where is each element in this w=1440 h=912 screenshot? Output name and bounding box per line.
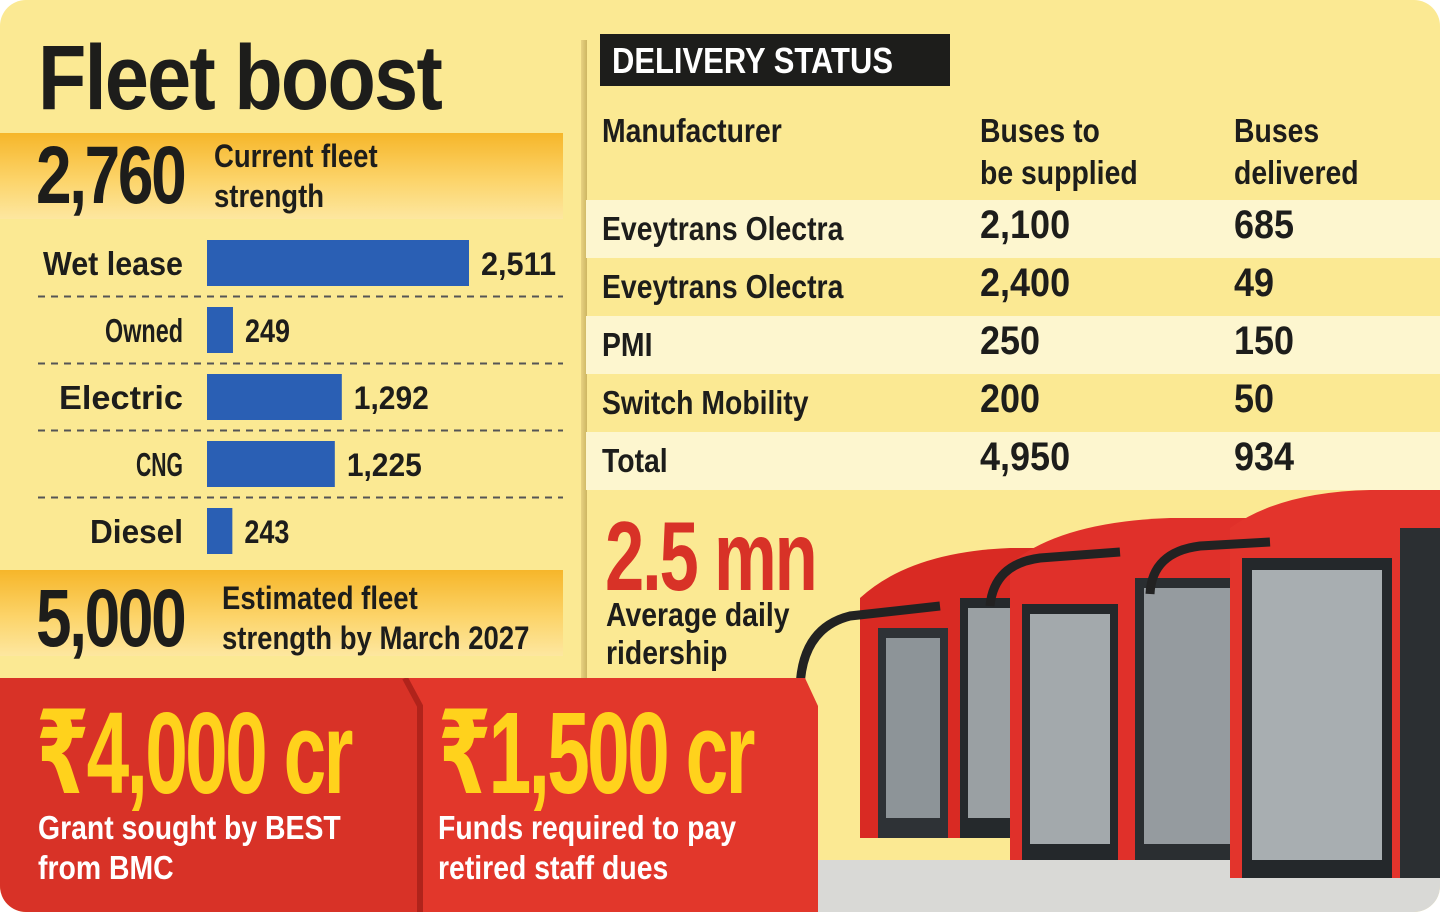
row-delivered: 49 xyxy=(1234,261,1275,305)
grant-panel-divider xyxy=(402,678,423,912)
ridership-value: 2.5 mn xyxy=(605,501,818,611)
grant-sought-label-line1: Grant sought by BEST xyxy=(38,809,341,846)
row-delivered: 50 xyxy=(1234,377,1275,421)
column-header-supplied: Buses to be supplied xyxy=(980,110,1138,194)
row-delivered: 934 xyxy=(1234,435,1295,479)
ridership-label-line1: Average daily xyxy=(606,596,790,633)
bar xyxy=(207,240,469,286)
current-fleet-band xyxy=(0,133,563,219)
bus-front xyxy=(1230,490,1440,878)
current-fleet-label-line2: strength xyxy=(214,178,325,214)
delivery-status-title: DELIVERY STATUS xyxy=(612,40,893,81)
retired-dues-label-line2: retired staff dues xyxy=(438,849,669,886)
grant-sought-label: Grant sought by BEST from BMC xyxy=(38,808,341,888)
grant-panel-right xyxy=(405,678,818,912)
estimated-fleet-label-line1: Estimated fleet xyxy=(222,580,418,616)
infographic-title: Fleet boost xyxy=(38,27,443,129)
fleet-composition-chart: Wet lease 2,511 Owned 249 Electric 1,292 CNG 1,… xyxy=(38,240,563,554)
buses-illustration xyxy=(790,490,1440,912)
table-row: Eveytrans Olectra 2,400 49 xyxy=(586,258,1440,316)
mirror-arm xyxy=(1145,537,1271,595)
column-header-delivered-line1: Buses xyxy=(1234,112,1320,149)
table-row: Switch Mobility 200 50 xyxy=(586,374,1440,432)
bar xyxy=(207,441,335,487)
column-header-supplied-line2: be supplied xyxy=(980,154,1138,191)
bar xyxy=(207,307,233,353)
row-manufacturer: Eveytrans Olectra xyxy=(602,210,844,247)
grant-panel-left xyxy=(0,678,420,912)
bar-category-label: Diesel xyxy=(90,513,183,550)
ridership-label-line2: ridership xyxy=(606,634,728,671)
bar xyxy=(207,508,233,554)
retired-dues-label: Funds required to pay retired staff dues xyxy=(438,808,736,888)
delivery-status-header: DELIVERY STATUS xyxy=(600,34,950,86)
current-fleet-label-line1: Current fleet xyxy=(214,138,378,174)
estimated-fleet-band xyxy=(0,570,563,656)
bar-category-label: Wet lease xyxy=(43,245,183,282)
estimated-fleet-label: Estimated fleet strength by March 2027 xyxy=(222,578,529,658)
mirror-arm xyxy=(985,547,1121,607)
row-delivered: 150 xyxy=(1234,319,1295,363)
bar-category-label: Owned xyxy=(105,312,183,349)
mirror-arm xyxy=(795,601,941,689)
bar-value-label: 1,225 xyxy=(347,447,422,483)
row-supplied: 2,100 xyxy=(980,203,1071,247)
row-delivered: 685 xyxy=(1234,203,1295,247)
grants-panel xyxy=(0,678,818,912)
bar-category-label: Electric xyxy=(59,379,183,416)
ridership-label: Average daily ridership xyxy=(606,596,790,672)
column-header-delivered: Buses delivered xyxy=(1234,110,1359,194)
row-manufacturer: Total xyxy=(602,442,668,479)
bar-value-label: 243 xyxy=(244,514,289,550)
bar-value-label: 2,511 xyxy=(481,246,556,282)
retired-dues-label-line1: Funds required to pay xyxy=(438,809,737,846)
bar-value-label: 1,292 xyxy=(354,380,429,416)
row-supplied: 200 xyxy=(980,377,1041,421)
table-row-total: Total 4,950 934 xyxy=(586,432,1440,490)
current-fleet-label: Current fleet strength xyxy=(214,136,378,216)
bar-category-label: CNG xyxy=(136,446,183,483)
estimated-fleet-value: 5,000 xyxy=(36,573,187,664)
estimated-fleet-label-line2: strength by March 2027 xyxy=(222,620,530,656)
row-supplied: 2,400 xyxy=(980,261,1071,305)
row-manufacturer: Eveytrans Olectra xyxy=(602,268,844,305)
column-header-delivered-line2: delivered xyxy=(1234,154,1359,191)
bar xyxy=(207,374,342,420)
delivery-status-table: Manufacturer Buses to be supplied Buses … xyxy=(586,100,1440,494)
row-manufacturer: Switch Mobility xyxy=(602,384,809,421)
table-row: PMI 250 150 xyxy=(586,316,1440,374)
row-manufacturer: PMI xyxy=(602,326,653,363)
grant-sought-label-line2: from BMC xyxy=(38,849,174,886)
column-divider xyxy=(581,40,587,680)
retired-dues-value: ₹1,500 cr xyxy=(438,688,755,818)
current-fleet-value: 2,760 xyxy=(36,130,187,221)
grant-sought-value: ₹4,000 cr xyxy=(36,688,353,818)
column-header-manufacturer: Manufacturer xyxy=(602,112,782,149)
bar-value-label: 249 xyxy=(245,313,290,349)
row-supplied: 4,950 xyxy=(980,435,1071,479)
table-row: Eveytrans Olectra 2,100 685 xyxy=(586,200,1440,258)
column-header-supplied-line1: Buses to xyxy=(980,112,1100,149)
row-supplied: 250 xyxy=(980,319,1041,363)
